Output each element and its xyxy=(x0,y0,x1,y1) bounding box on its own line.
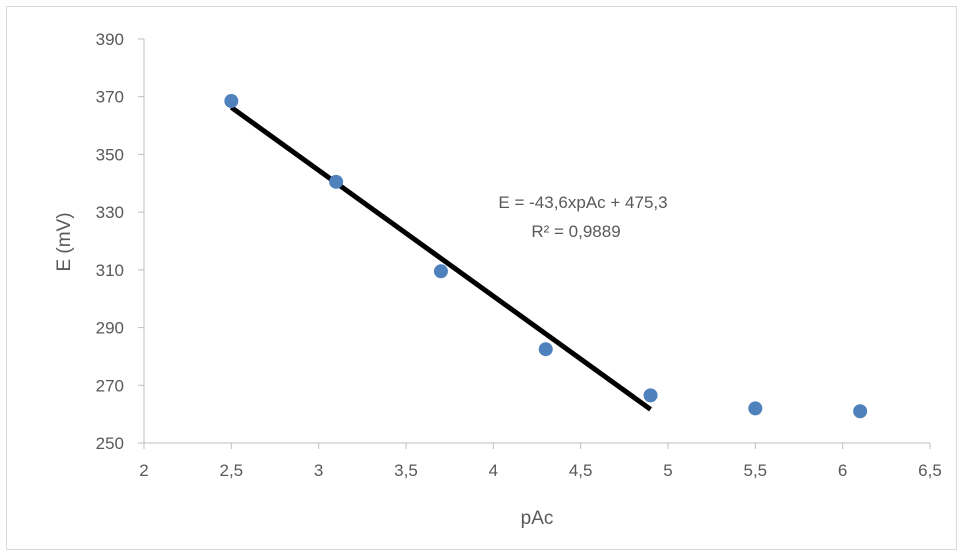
data-point xyxy=(538,342,553,357)
trendline-group xyxy=(229,105,652,412)
x-tick-label: 3 xyxy=(314,461,323,480)
trendline-equation: E = -43,6xpAc + 475,3 xyxy=(498,193,667,212)
data-point xyxy=(853,404,868,419)
data-point xyxy=(643,388,658,403)
x-tick-label: 5 xyxy=(663,461,672,480)
trendline xyxy=(229,105,652,412)
trendline-r-squared: R² = 0,9889 xyxy=(531,222,620,241)
x-axis-title: pAc xyxy=(521,508,554,529)
y-tick-label: 390 xyxy=(96,30,124,49)
y-tick-label: 250 xyxy=(96,434,124,453)
chart-frame xyxy=(6,6,957,550)
x-tick-label: 5,5 xyxy=(744,461,768,480)
x-tick-labels: 2 2,5 3 3,5 4 4,5 5 5,5 6 6,5 xyxy=(139,461,942,480)
y-tick-labels: 250 270 290 310 330 350 370 390 xyxy=(96,30,124,453)
y-tick-label: 270 xyxy=(96,376,124,395)
y-tick-label: 330 xyxy=(96,203,124,222)
x-tick-label: 6 xyxy=(838,461,847,480)
y-tick-label: 310 xyxy=(96,261,124,280)
y-axis-title: E (mV) xyxy=(54,212,75,271)
x-tick-label: 3,5 xyxy=(394,461,418,480)
data-point xyxy=(329,174,344,189)
x-tick-label: 2 xyxy=(139,461,148,480)
y-tick-label: 350 xyxy=(96,145,124,164)
data-points xyxy=(224,94,868,419)
x-tick-label: 4 xyxy=(489,461,498,480)
x-tick-label: 2,5 xyxy=(220,461,244,480)
y-tick-label: 370 xyxy=(96,88,124,107)
x-tick-label: 6,5 xyxy=(918,461,942,480)
data-point xyxy=(224,94,239,109)
y-tick-label: 290 xyxy=(96,319,124,338)
x-tick-label: 4,5 xyxy=(569,461,593,480)
data-point xyxy=(433,264,448,279)
axes xyxy=(138,38,931,449)
data-point xyxy=(748,401,763,416)
